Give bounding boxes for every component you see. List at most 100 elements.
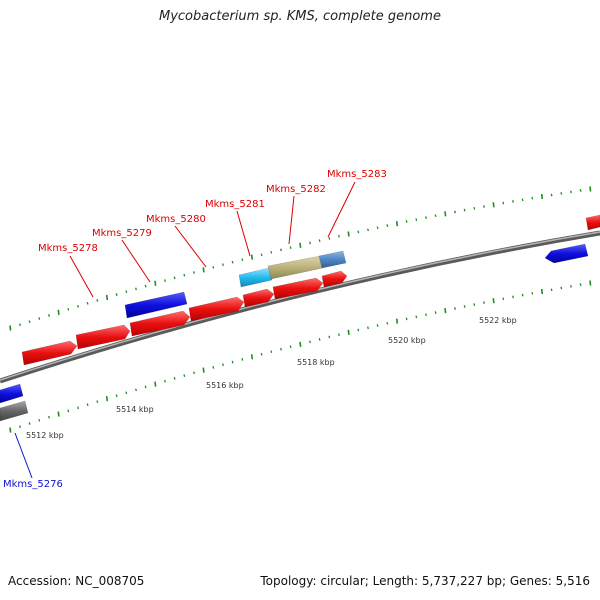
gene-arrow-red[interactable] — [272, 277, 324, 300]
minor-tick — [280, 248, 282, 252]
minor-tick — [309, 340, 311, 344]
gene-label-mkms-5282[interactable]: Mkms_5282 — [266, 184, 326, 195]
minor-tick — [434, 311, 437, 314]
gene-label-mkms-5283[interactable]: Mkms_5283 — [327, 169, 387, 180]
minor-tick — [357, 328, 360, 332]
scale-label: 5514 kbp — [116, 405, 154, 414]
leader-line — [327, 181, 356, 238]
minor-tick — [473, 206, 476, 210]
gene-arrow-red[interactable] — [75, 324, 131, 350]
major-tick — [395, 221, 399, 227]
gene-arrow-red[interactable] — [321, 270, 348, 288]
gene-label-mkms-5276[interactable]: Mkms_5276 — [3, 479, 63, 490]
minor-tick — [212, 366, 215, 369]
gene-box-blue[interactable] — [0, 383, 24, 404]
gene-label-mkms-5278[interactable]: Mkms_5278 — [38, 243, 98, 254]
minor-tick — [425, 216, 427, 219]
gene-arrow-red[interactable] — [188, 296, 245, 322]
minor-tick — [135, 287, 137, 291]
minor-tick — [173, 377, 176, 380]
scale-label: 5520 kbp — [388, 336, 426, 345]
forward-strand-genes — [21, 214, 600, 366]
minor-tick — [183, 273, 186, 277]
minor-tick — [270, 350, 273, 354]
gene-box-cyan[interactable] — [238, 267, 273, 288]
major-tick — [589, 186, 592, 192]
minor-tick — [454, 210, 456, 214]
major-tick — [57, 309, 60, 315]
minor-tick — [67, 409, 70, 413]
gene-arrow-red[interactable] — [129, 310, 191, 337]
minor-tick — [193, 371, 195, 375]
gene-arrow-red[interactable] — [585, 214, 600, 231]
minor-tick — [386, 224, 389, 227]
gene-label-mkms-5280[interactable]: Mkms_5280 — [146, 214, 206, 225]
minor-tick — [570, 284, 572, 288]
major-tick — [202, 267, 205, 273]
gene-label-mkms-5281[interactable]: Mkms_5281 — [205, 199, 265, 210]
leader-line — [236, 210, 251, 257]
gene-label-mkms-5279[interactable]: Mkms_5279 — [92, 228, 152, 239]
minor-tick — [115, 293, 118, 296]
minor-tick — [193, 271, 195, 274]
map-title: Mycobacterium sp. KMS, complete genome — [159, 9, 441, 24]
minor-tick — [212, 265, 215, 269]
minor-tick — [38, 317, 41, 320]
backbone-arc — [0, 230, 600, 384]
major-tick — [250, 254, 254, 260]
minor-tick — [521, 198, 524, 202]
minor-tick — [560, 192, 563, 195]
minor-tick — [376, 324, 379, 327]
minor-tick — [309, 241, 311, 245]
gene-box-steelblue[interactable] — [318, 250, 347, 269]
minor-tick — [19, 425, 21, 429]
major-tick — [589, 280, 592, 286]
minor-tick — [86, 301, 89, 305]
gene-box-khaki[interactable] — [267, 255, 324, 280]
gene-arrow-red[interactable] — [21, 340, 78, 366]
major-tick — [250, 354, 254, 360]
minor-tick — [560, 286, 563, 290]
minor-tick — [231, 360, 234, 364]
major-tick — [395, 318, 399, 324]
minor-tick — [260, 352, 263, 356]
major-tick — [347, 329, 350, 335]
minor-tick — [328, 335, 331, 339]
leader-line — [174, 225, 207, 268]
minor-tick — [183, 374, 186, 377]
gene-box-grey[interactable] — [0, 400, 29, 422]
minor-tick — [135, 388, 137, 392]
major-tick — [105, 294, 109, 301]
minor-tick — [86, 403, 89, 407]
minor-tick — [144, 385, 147, 389]
gene-box-blue[interactable] — [124, 291, 188, 319]
minor-tick — [579, 283, 582, 286]
minor-tick — [338, 234, 340, 238]
major-tick — [105, 396, 109, 402]
major-tick — [444, 211, 447, 217]
minor-tick — [270, 250, 273, 254]
minor-tick — [164, 279, 166, 282]
minor-tick — [434, 214, 437, 218]
major-tick — [154, 280, 157, 286]
major-tick — [299, 242, 302, 248]
gene-arrow-blue[interactable] — [544, 243, 589, 264]
major-tick — [444, 308, 447, 314]
reverse-strand-genes — [0, 383, 29, 422]
gene-arrow-red[interactable] — [242, 288, 275, 308]
minor-tick — [125, 290, 128, 294]
minor-tick — [48, 314, 50, 317]
minor-tick — [144, 284, 147, 288]
minor-tick — [521, 293, 524, 297]
minor-tick — [531, 291, 534, 295]
minor-tick — [338, 333, 340, 337]
minor-tick — [405, 220, 408, 223]
minor-tick — [454, 307, 456, 310]
minor-tick — [405, 317, 408, 321]
minor-tick — [38, 418, 41, 422]
tick-row-lower — [9, 280, 592, 433]
minor-tick — [502, 201, 505, 205]
leader-lines — [14, 181, 356, 479]
major-tick — [492, 298, 495, 304]
